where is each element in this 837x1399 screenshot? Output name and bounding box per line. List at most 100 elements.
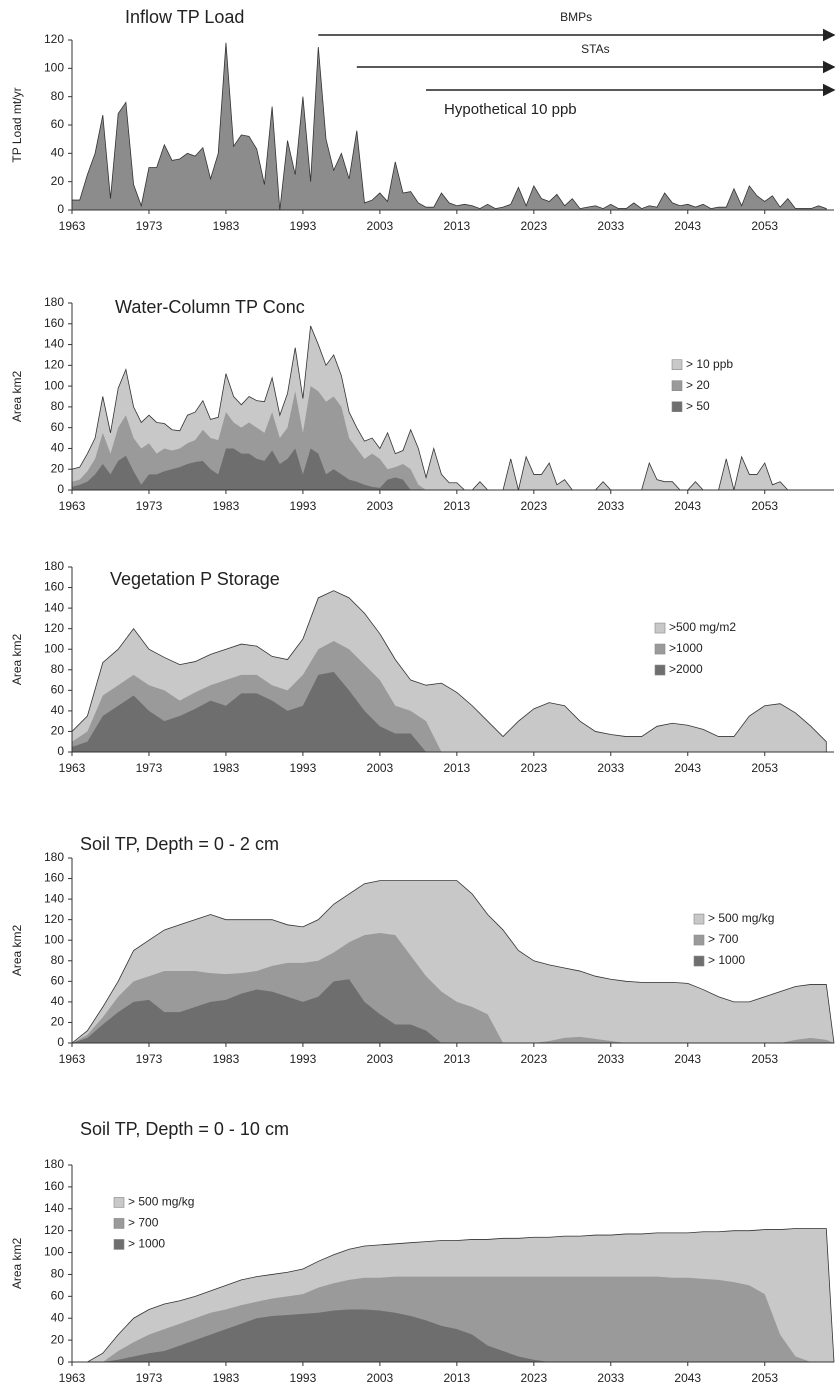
y-tick-label: 120: [44, 912, 64, 926]
x-tick-label: 1983: [213, 1052, 240, 1066]
annotation-label: BMPs: [560, 10, 592, 24]
y-tick-label: 60: [51, 420, 65, 434]
x-tick-label: 1993: [290, 499, 317, 513]
y-tick-label: 80: [51, 89, 65, 103]
y-tick-label: 0: [57, 1354, 64, 1368]
x-tick-label: 2023: [520, 761, 547, 775]
y-tick-label: 0: [57, 482, 64, 496]
x-tick-label: 2023: [520, 1371, 547, 1385]
x-tick-label: 2053: [751, 761, 778, 775]
y-tick-label: 0: [57, 1035, 64, 1049]
y-tick-label: 80: [51, 1267, 65, 1281]
y-tick-label: 140: [44, 600, 64, 614]
x-tick-label: 2003: [367, 219, 394, 233]
legend-swatch: [113, 1239, 125, 1250]
legend-label: > 1000: [708, 953, 745, 967]
chart-title: Soil TP, Depth = 0 - 2 cm: [80, 834, 279, 854]
y-tick-label: 80: [51, 399, 65, 413]
y-tick-label: 40: [51, 703, 65, 717]
y-tick-label: 20: [51, 1015, 65, 1029]
x-tick-label: 2003: [367, 761, 394, 775]
y-tick-label: 80: [51, 953, 65, 967]
y-tick-label: 140: [44, 891, 64, 905]
y-tick-label: 20: [51, 724, 65, 738]
legend-swatch: [113, 1218, 125, 1229]
y-axis-label: Area km2: [10, 1238, 24, 1290]
x-tick-label: 2033: [597, 761, 624, 775]
y-tick-label: 160: [44, 871, 64, 885]
y-tick-label: 80: [51, 662, 65, 676]
y-tick-label: 180: [44, 850, 64, 864]
y-tick-label: 100: [44, 932, 64, 946]
x-tick-label: 2043: [674, 499, 701, 513]
y-tick-label: 20: [51, 1332, 65, 1346]
legend-swatch: [654, 664, 666, 676]
y-tick-label: 100: [44, 641, 64, 655]
y-tick-label: 40: [51, 1310, 65, 1324]
x-tick-label: 2033: [597, 219, 624, 233]
y-tick-label: 140: [44, 1201, 64, 1215]
x-tick-label: 2033: [597, 1371, 624, 1385]
x-tick-label: 2003: [367, 499, 394, 513]
x-tick-label: 2003: [367, 1052, 394, 1066]
x-tick-label: 2023: [520, 219, 547, 233]
legend-label: > 1000: [128, 1237, 165, 1251]
y-axis-label: Area km2: [10, 634, 24, 686]
y-tick-label: 60: [51, 117, 65, 131]
x-tick-label: 1973: [136, 219, 163, 233]
y-tick-label: 180: [44, 559, 64, 573]
x-tick-label: 2013: [443, 1371, 470, 1385]
area: [72, 1309, 834, 1362]
y-tick-label: 60: [51, 683, 65, 697]
x-tick-label: 2033: [597, 1052, 624, 1066]
legend-swatch: [671, 401, 683, 413]
x-tick-label: 1973: [136, 1371, 163, 1385]
x-tick-label: 1963: [59, 761, 86, 775]
x-tick-label: 1963: [59, 499, 86, 513]
x-tick-label: 2043: [674, 1052, 701, 1066]
x-tick-label: 1983: [213, 1371, 240, 1385]
y-tick-label: 160: [44, 580, 64, 594]
x-tick-label: 2033: [597, 499, 624, 513]
x-tick-label: 2023: [520, 1052, 547, 1066]
y-tick-label: 120: [44, 32, 64, 46]
x-tick-label: 1963: [59, 1052, 86, 1066]
x-tick-label: 1963: [59, 1371, 86, 1385]
x-tick-label: 2043: [674, 761, 701, 775]
y-axis-label: TP Load mt/yr: [10, 87, 24, 162]
x-tick-label: 1983: [213, 499, 240, 513]
area: [72, 979, 834, 1043]
y-tick-label: 100: [44, 61, 64, 75]
legend-label: > 500 mg/kg: [128, 1195, 194, 1209]
legend-label: > 10 ppb: [686, 357, 733, 371]
legend-label: >500 mg/m2: [669, 620, 736, 634]
y-tick-label: 160: [44, 1179, 64, 1193]
area: [72, 671, 827, 752]
x-tick-label: 1983: [213, 219, 240, 233]
y-tick-label: 140: [44, 337, 64, 351]
y-tick-label: 40: [51, 146, 65, 160]
y-tick-label: 20: [51, 174, 65, 188]
y-tick-label: 0: [57, 202, 64, 216]
x-tick-label: 2043: [674, 1371, 701, 1385]
y-tick-label: 60: [51, 1289, 65, 1303]
x-tick-label: 1963: [59, 219, 86, 233]
legend-swatch: [113, 1197, 125, 1208]
x-tick-label: 2023: [520, 499, 547, 513]
legend-swatch: [693, 934, 705, 946]
y-tick-label: 120: [44, 621, 64, 635]
legend-label: > 500 mg/kg: [708, 911, 774, 925]
y-tick-label: 40: [51, 994, 65, 1008]
x-tick-label: 1993: [290, 219, 317, 233]
y-tick-label: 180: [44, 295, 64, 309]
x-tick-label: 1993: [290, 1371, 317, 1385]
x-tick-label: 1993: [290, 1052, 317, 1066]
legend-label: >2000: [669, 662, 703, 676]
y-tick-label: 0: [57, 744, 64, 758]
legend-swatch: [671, 359, 683, 371]
x-tick-label: 1993: [290, 761, 317, 775]
annotation-label: Hypothetical 10 ppb: [444, 101, 577, 118]
x-tick-label: 2053: [751, 1052, 778, 1066]
x-tick-label: 2053: [751, 499, 778, 513]
